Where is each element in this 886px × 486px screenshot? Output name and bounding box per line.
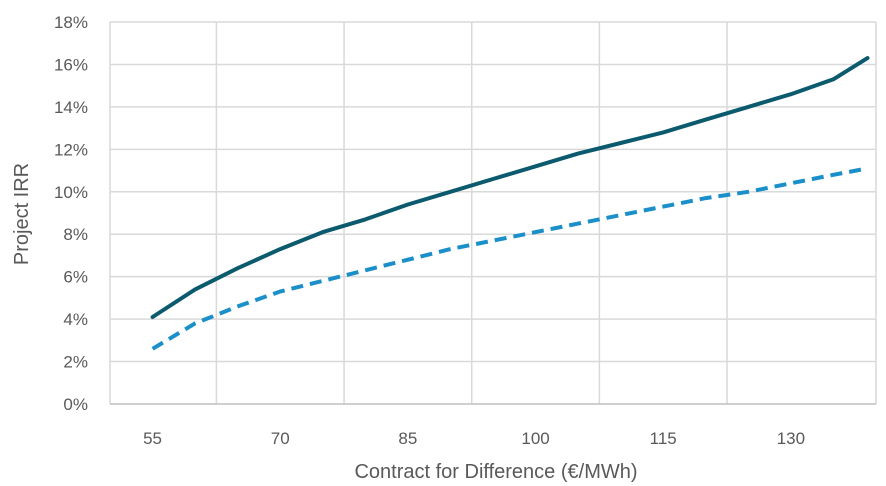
x-tick-label-2: 85	[398, 429, 417, 448]
y-tick-label-0: 0%	[63, 395, 88, 414]
x-tick-label-0: 55	[143, 429, 162, 448]
y-tick-label-5: 10%	[54, 183, 88, 202]
series-lines	[150, 56, 870, 351]
y-tick-label-8: 16%	[54, 55, 88, 74]
series-line-1	[151, 166, 868, 351]
grid-lines	[109, 21, 877, 405]
y-tick-label-7: 14%	[54, 98, 88, 117]
y-tick-label-9: 18%	[54, 13, 88, 32]
x-axis-tick-labels: 55 70 85 100 115 130	[143, 429, 805, 448]
x-axis-title: Contract for Difference (€/MWh)	[354, 461, 637, 483]
x-tick-label-1: 70	[271, 429, 290, 448]
y-tick-label-2: 4%	[63, 310, 88, 329]
y-axis-title: Project IRR	[11, 163, 33, 265]
y-tick-label-1: 2%	[63, 353, 88, 372]
y-tick-label-6: 12%	[54, 140, 88, 159]
x-tick-label-5: 130	[777, 429, 805, 448]
y-tick-label-4: 8%	[63, 225, 88, 244]
y-tick-label-3: 6%	[63, 268, 88, 287]
series-line-0	[150, 56, 870, 319]
x-tick-label-3: 100	[521, 429, 549, 448]
y-axis-tick-labels: 0% 2% 4% 6% 8% 10% 12% 14% 16% 18%	[54, 13, 88, 414]
x-tick-label-4: 115	[650, 429, 677, 448]
